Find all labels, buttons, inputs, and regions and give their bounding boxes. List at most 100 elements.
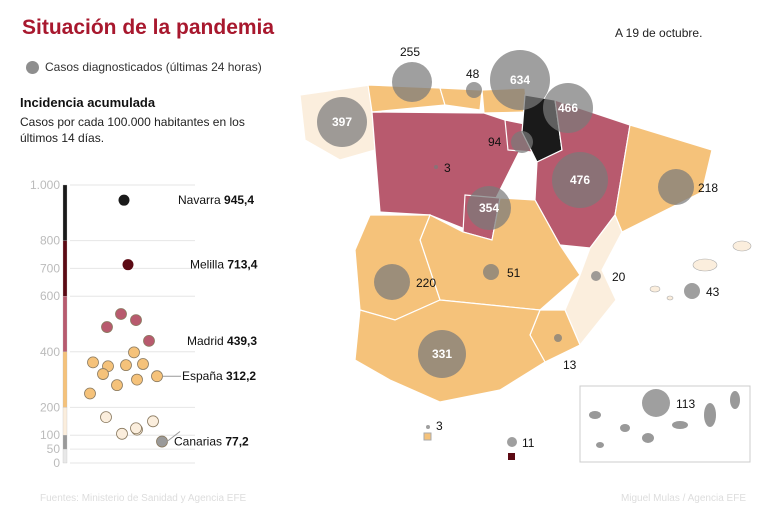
incidence-dot — [100, 411, 112, 424]
case-count-label: 634 — [510, 73, 530, 87]
incidence-dot — [101, 321, 113, 333]
region-baleares — [649, 285, 661, 293]
case-bubble-la-rioja — [511, 131, 533, 153]
incidence-dot — [137, 358, 149, 370]
incidence-dot — [84, 387, 96, 400]
region-baleares — [732, 240, 752, 252]
incidence-dot — [151, 370, 163, 383]
region-baleares — [692, 258, 718, 272]
case-count-label: 331 — [432, 347, 452, 361]
incidence-dot — [130, 314, 142, 327]
incidence-dot — [116, 427, 128, 440]
region-baleares — [666, 295, 674, 301]
region-ceuta — [423, 432, 432, 441]
incidence-dot — [122, 259, 134, 271]
incidence-label-madrid: Madrid 439,3 — [187, 334, 257, 348]
scale-band — [62, 184, 68, 241]
case-bubble-navarra — [543, 83, 593, 133]
incidence-label-melilla: Melilla 713,4 — [190, 258, 258, 272]
incidence-dot — [118, 194, 130, 206]
case-count-label: 51 — [507, 266, 521, 280]
axis-tick-label: 1.000 — [30, 178, 60, 192]
axis-tick-label: 700 — [40, 261, 60, 275]
region-canarias — [589, 411, 601, 419]
case-count-label: 354 — [479, 201, 499, 215]
incidence-dot — [111, 379, 123, 392]
incidence-dot — [147, 415, 159, 428]
incidence-label-canarias: Canarias 77,2 — [174, 435, 249, 449]
bubble-legend: Casos diagnosticados (últimas 24 horas) — [26, 60, 262, 74]
case-count-label: 20 — [612, 270, 626, 284]
scale-band — [62, 296, 68, 352]
case-bubble-cantabria — [466, 82, 482, 98]
incidence-dot — [97, 368, 109, 380]
case-bubble-país-vasco — [490, 50, 550, 110]
case-bubble-melilla — [507, 437, 517, 447]
incidence-label-navarra: Navarra 945,4 — [178, 193, 254, 207]
page-title: Situación de la pandemia — [22, 16, 275, 39]
scale-band — [62, 351, 68, 408]
incidence-label-españa: España 312,2 — [182, 369, 256, 383]
case-bubble-baleares — [684, 283, 700, 299]
case-bubble-ceuta — [426, 425, 430, 429]
case-bubble-extremadura — [374, 264, 410, 300]
incidence-dot — [115, 308, 127, 320]
region-melilla — [508, 453, 515, 460]
case-count-label: 3 — [436, 419, 443, 433]
case-count-label: 11 — [522, 436, 535, 450]
axis-tick-label: 400 — [40, 345, 60, 359]
case-count-label: 3 — [444, 161, 451, 175]
case-count-label: 48 — [466, 67, 480, 81]
case-bubble-madrid — [467, 186, 511, 230]
footer-source: Fuentes: Ministerio de Sanidad y Agencia… — [40, 493, 247, 504]
case-count-label: 113 — [676, 397, 695, 411]
region-canarias — [672, 421, 688, 429]
region-canarias — [596, 442, 604, 448]
incidence-dot — [131, 373, 143, 386]
case-count-label: 220 — [416, 276, 436, 290]
case-bubble-galicia — [317, 97, 367, 147]
axis-tick-label: 600 — [40, 289, 60, 303]
incidence-dot — [128, 346, 140, 359]
case-bubble-asturias — [392, 62, 432, 102]
case-bubble-aragón — [552, 152, 608, 208]
incidence-dot — [120, 359, 132, 372]
bubble-legend-icon — [26, 60, 39, 74]
case-count-label: 397 — [332, 115, 352, 129]
axis-tick-label: 200 — [40, 400, 60, 414]
region-canarias — [704, 403, 716, 427]
case-bubble-andalucía — [418, 330, 466, 378]
incidence-title: Incidencia acumulada — [20, 95, 156, 110]
date-label: A 19 de octubre. — [615, 26, 703, 40]
scale-band — [62, 435, 68, 450]
case-bubble-comunidad-valenciana — [591, 271, 601, 281]
case-bubble-castilla-la-mancha — [483, 264, 499, 280]
case-count-label: 476 — [570, 173, 590, 187]
scale-band — [62, 407, 68, 436]
bubble-legend-label: Casos diagnosticados (últimas 24 horas) — [45, 60, 262, 74]
leader-line — [166, 431, 181, 442]
incidence-dot — [87, 356, 99, 369]
scale-band — [62, 448, 68, 464]
scale-band — [62, 240, 68, 297]
region-canarias — [642, 433, 654, 443]
case-count-label: 13 — [563, 358, 577, 372]
axis-tick-label: 800 — [40, 234, 60, 248]
case-bubble-murcia — [554, 334, 562, 342]
case-count-label: 43 — [706, 285, 720, 299]
case-count-label: 255 — [400, 45, 420, 59]
axis-tick-label: 0 — [53, 456, 60, 470]
footer-credit: Miguel Mulas / Agencia EFE — [620, 493, 746, 504]
axis-tick-label: 100 — [40, 428, 60, 442]
case-count-label: 218 — [698, 181, 718, 195]
case-bubble-cataluña — [658, 169, 694, 205]
incidence-dot — [156, 435, 168, 448]
incidence-dot — [130, 422, 142, 435]
case-bubble-canarias — [642, 389, 670, 417]
region-canarias — [620, 424, 630, 432]
region-canarias — [730, 391, 740, 409]
case-count-label: 466 — [558, 101, 578, 115]
case-bubble-castilla-y-león — [434, 165, 438, 169]
axis-tick-label: 50 — [47, 442, 61, 456]
